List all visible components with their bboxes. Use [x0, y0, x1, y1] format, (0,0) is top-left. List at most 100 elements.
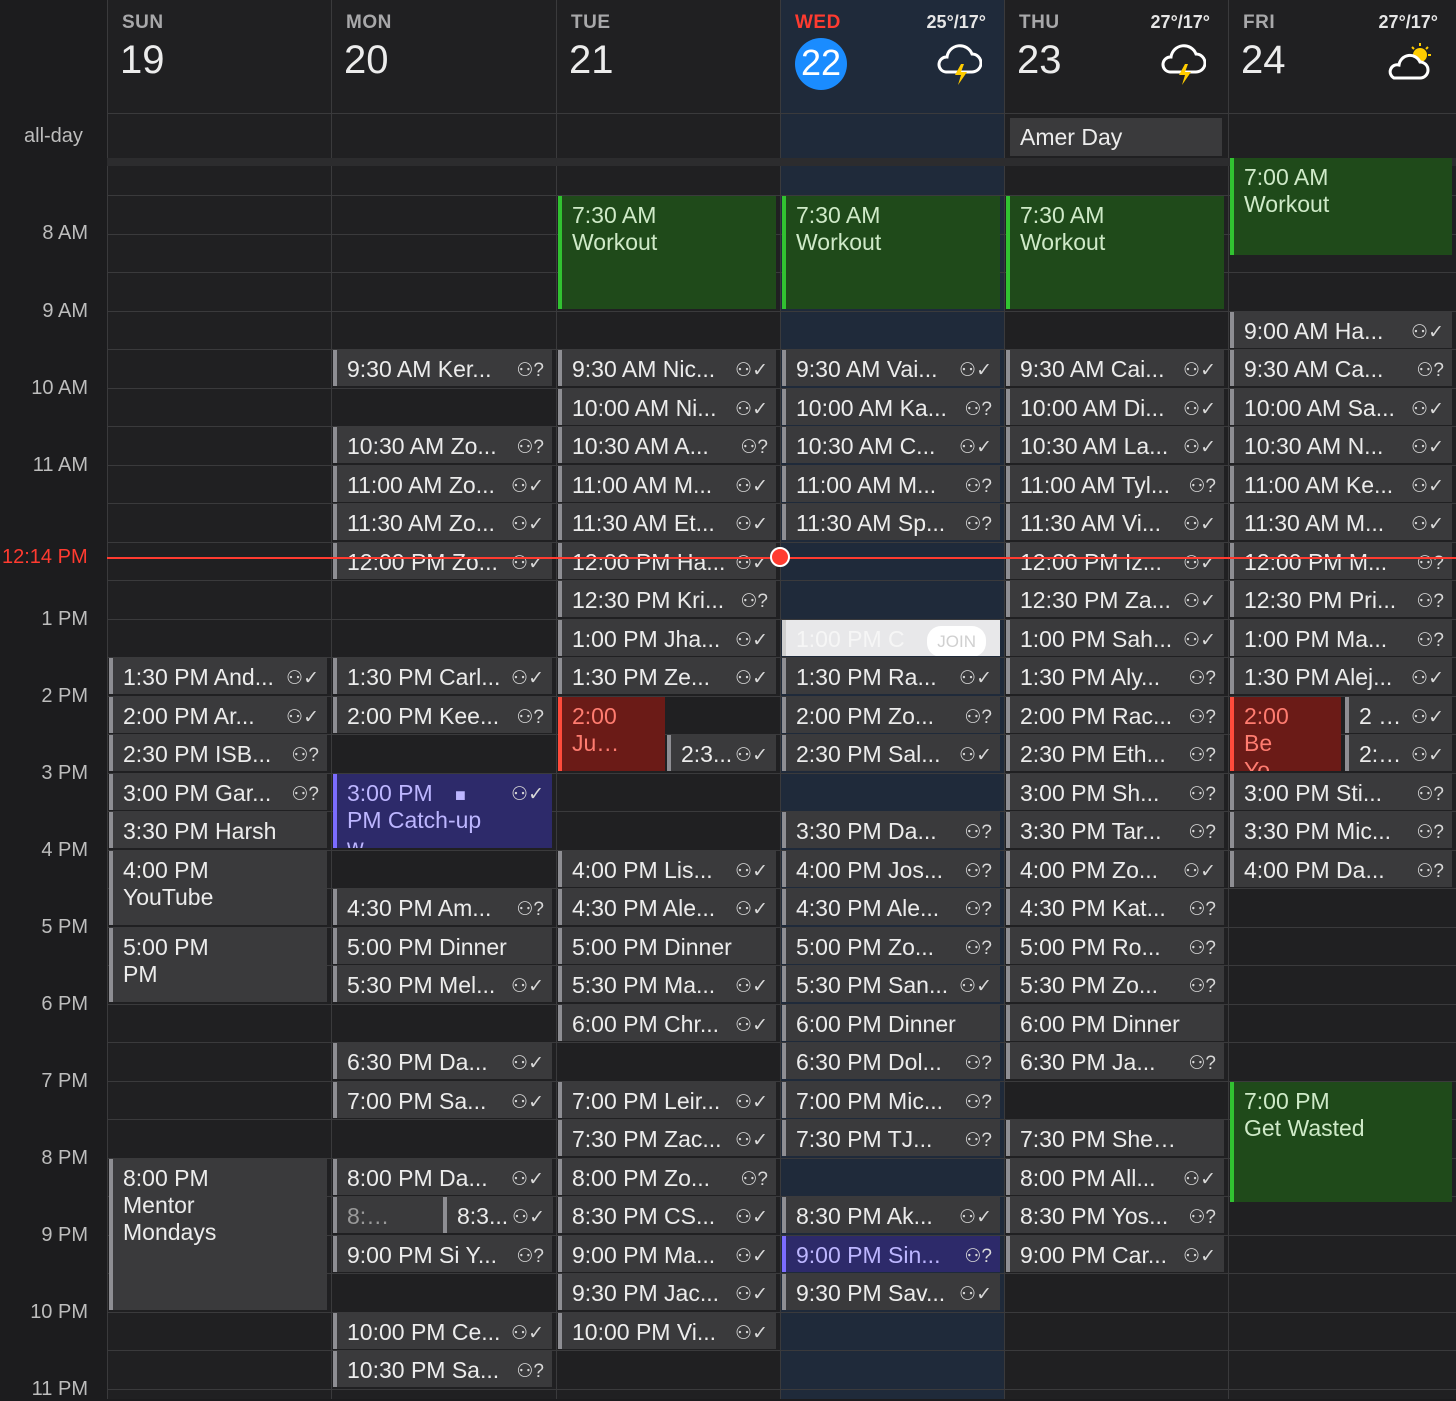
calendar-event[interactable]: 3:30 PM Tar... ⚇? — [1006, 812, 1224, 848]
calendar-event[interactable]: 10:00 PM Vi... ⚇✓ — [558, 1313, 776, 1349]
calendar-event[interactable]: 11:30 AM Sp... ⚇? — [782, 504, 1000, 540]
calendar-event[interactable]: 12:00 PM M... ⚇? — [1230, 543, 1452, 579]
calendar-event[interactable]: 8:30 PM CS... ⚇✓ — [558, 1197, 776, 1233]
calendar-event[interactable]: 9:30 AM Cai... ⚇✓ — [1006, 350, 1224, 386]
calendar-event[interactable]: 7:30 PM Zac... ⚇✓ — [558, 1120, 776, 1156]
calendar-event[interactable]: 5:30 PM Zo... ⚇? — [1006, 966, 1224, 1002]
calendar-event[interactable]: 7:00 PM Mic... ⚇? — [782, 1082, 1000, 1118]
calendar-event[interactable]: 8:30 PM Yos... ⚇? — [1006, 1197, 1224, 1233]
calendar-event[interactable]: 2:30 PM Sal... ⚇✓ — [782, 735, 1000, 771]
calendar-event[interactable]: 5:30 PM Ma... ⚇✓ — [558, 966, 776, 1002]
calendar-event[interactable]: 10:00 AM Ka... ⚇? — [782, 389, 1000, 425]
calendar-event[interactable]: 8:30... — [333, 1197, 443, 1233]
calendar-event[interactable]: 9:30 AM Nic... ⚇✓ — [558, 350, 776, 386]
calendar-event[interactable]: 2:30 PM ISB... ⚇? — [109, 735, 327, 771]
calendar-event[interactable]: 11:00 AM Ke... ⚇✓ — [1230, 466, 1452, 502]
calendar-event[interactable]: 1:30 PM And... ⚇✓ — [109, 658, 327, 694]
calendar-event[interactable]: 6:00 PM Dinner — [782, 1005, 1000, 1041]
calendar-event[interactable]: 3:00 PM PM Catch-up w... ■ ⚇✓ — [333, 774, 552, 848]
calendar-event[interactable]: 6:00 PM Chr... ⚇✓ — [558, 1005, 776, 1041]
calendar-event[interactable]: 11:30 AM Zo... ⚇✓ — [333, 504, 552, 540]
calendar-event[interactable]: 11:30 AM M... ⚇✓ — [1230, 504, 1452, 540]
calendar-event[interactable]: 3:00 PM Sh... ⚇? — [1006, 774, 1224, 810]
day-number[interactable]: 24 — [1241, 38, 1286, 82]
calendar-event[interactable]: 7:30 AM Workout — [782, 196, 1000, 309]
calendar-event[interactable]: 4:30 PM Kat... ⚇? — [1006, 889, 1224, 925]
calendar-event[interactable]: 9:00 AM Ha... ⚇✓ — [1230, 312, 1452, 348]
calendar-event[interactable]: 2:00 PM Ar... ⚇✓ — [109, 697, 327, 733]
calendar-event[interactable]: 10:30 AM A... ⚇? — [558, 427, 776, 463]
calendar-event[interactable]: 8:00 PM All... ⚇✓ — [1006, 1159, 1224, 1195]
calendar-event[interactable]: 6:30 PM Ja... ⚇? — [1006, 1043, 1224, 1079]
calendar-event[interactable]: 1:00 PM Jha... ⚇✓ — [558, 620, 776, 656]
calendar-event[interactable]: 6:00 PM Dinner — [1006, 1005, 1224, 1041]
calendar-event[interactable]: 11:00 AM Zo... ⚇✓ — [333, 466, 552, 502]
calendar-event[interactable]: 2:3... ⚇✓ — [1345, 735, 1452, 771]
calendar-event[interactable]: 1:00 PM C JOIN — [782, 620, 1000, 656]
calendar-event[interactable]: 4:30 PM Ale... ⚇✓ — [558, 889, 776, 925]
calendar-event[interactable]: 3:00 PM Gar... ⚇? — [109, 774, 327, 810]
today-date-badge[interactable]: 22 — [795, 38, 847, 90]
calendar-event[interactable]: 1:00 PM Ma... ⚇? — [1230, 620, 1452, 656]
calendar-event[interactable]: 10:00 AM Ni... ⚇✓ — [558, 389, 776, 425]
calendar-event[interactable]: 12:00 PM Zo... ⚇✓ — [333, 543, 552, 579]
calendar-event[interactable]: 9:00 PM Si Y... ⚇? — [333, 1236, 552, 1272]
calendar-event[interactable]: 1:30 PM Ra... ⚇✓ — [782, 658, 1000, 694]
calendar-event[interactable]: 11:00 AM M... ⚇✓ — [558, 466, 776, 502]
calendar-event[interactable]: 1:30 PM Ze... ⚇✓ — [558, 658, 776, 694]
calendar-event[interactable]: 8:00 PM Zo... ⚇? — [558, 1159, 776, 1195]
calendar-event[interactable]: 4:00 PM Lis... ⚇✓ — [558, 851, 776, 887]
calendar-event[interactable]: 5:30 PM Mel... ⚇✓ — [333, 966, 552, 1002]
calendar-event[interactable]: 9:00 PM Ma... ⚇✓ — [558, 1236, 776, 1272]
calendar-event[interactable]: 10:00 AM Di... ⚇✓ — [1006, 389, 1224, 425]
calendar-event[interactable]: 10:30 AM N... ⚇✓ — [1230, 427, 1452, 463]
calendar-event[interactable]: 1:30 PM Carl... ⚇✓ — [333, 658, 552, 694]
calendar-event[interactable]: 4:30 PM Am... ⚇? — [333, 889, 552, 925]
calendar-event[interactable]: 2:00 PM Rac... ⚇? — [1006, 697, 1224, 733]
calendar-event[interactable]: 3:30 PM Harsh — [109, 812, 327, 848]
calendar-event[interactable]: 3:30 PM Mic... ⚇? — [1230, 812, 1452, 848]
calendar-event[interactable]: 9:00 PM Car... ⚇✓ — [1006, 1236, 1224, 1272]
calendar-event[interactable]: 6:30 PM Da... ⚇✓ — [333, 1043, 552, 1079]
calendar-event[interactable]: 9:30 AM Ker... ⚇? — [333, 350, 552, 386]
calendar-event[interactable]: 8:00 PM Mentor Mondays — [109, 1159, 327, 1310]
calendar-event[interactable]: 1:00 PM Sah... ⚇✓ — [1006, 620, 1224, 656]
calendar-event[interactable]: 7:00 PM Sa... ⚇✓ — [333, 1082, 552, 1118]
calendar-event[interactable]: 7:30 PM Sherja... — [1006, 1120, 1224, 1156]
calendar-event[interactable]: 9:30 PM Jac... ⚇✓ — [558, 1274, 776, 1310]
calendar-event[interactable]: 10:30 AM C... ⚇✓ — [782, 427, 1000, 463]
calendar-event[interactable]: 2:00 PM Kee... ⚇? — [333, 697, 552, 733]
day-number[interactable]: 19 — [120, 38, 165, 82]
calendar-event[interactable]: 10:30 PM Sa... ⚇? — [333, 1351, 552, 1387]
calendar-event[interactable]: 7:30 AM Workout — [1006, 196, 1224, 309]
calendar-event[interactable]: 3:30 PM Da... ⚇? — [782, 812, 1000, 848]
calendar-event[interactable]: 1:30 PM Alej... ⚇✓ — [1230, 658, 1452, 694]
calendar-event[interactable]: 10:00 AM Sa... ⚇✓ — [1230, 389, 1452, 425]
calendar-event[interactable]: 2 PM ⚇✓ — [1345, 697, 1452, 733]
calendar-event[interactable]: 11:30 AM Et... ⚇✓ — [558, 504, 776, 540]
calendar-event[interactable]: 5:30 PM San... ⚇✓ — [782, 966, 1000, 1002]
calendar-event[interactable]: 7:30 AM Workout — [558, 196, 776, 309]
calendar-event[interactable]: 2:00 PM Zo... ⚇? — [782, 697, 1000, 733]
calendar-event[interactable]: 9:30 AM Ca... ⚇? — [1230, 350, 1452, 386]
calendar-event[interactable]: 4:30 PM Ale... ⚇? — [782, 889, 1000, 925]
calendar-event[interactable]: 8:00 PM Da... ⚇✓ — [333, 1159, 552, 1195]
calendar-event[interactable]: 12:30 PM Za... ⚇✓ — [1006, 581, 1224, 617]
calendar-event[interactable]: 4:00 PM Jos... ⚇? — [782, 851, 1000, 887]
calendar-event[interactable]: 7:00 PM Leir... ⚇✓ — [558, 1082, 776, 1118]
calendar-event[interactable]: 2:3... ⚇✓ — [667, 735, 776, 771]
calendar-event[interactable]: 12:00 PM Ha... ⚇✓ — [558, 543, 776, 579]
calendar-event[interactable]: 11:00 AM M... ⚇? — [782, 466, 1000, 502]
calendar-event[interactable]: 6:30 PM Dol... ⚇? — [782, 1043, 1000, 1079]
calendar-event[interactable]: 9:30 AM Vai... ⚇✓ — [782, 350, 1000, 386]
calendar-event[interactable]: 9:00 PM Sin... ⚇? — [782, 1236, 1000, 1272]
calendar-event[interactable]: 5:00 PM Ro... ⚇? — [1006, 928, 1224, 964]
day-number[interactable]: 20 — [344, 38, 389, 82]
calendar-event[interactable]: 7:00 PM Get Wasted — [1230, 1082, 1452, 1202]
calendar-event[interactable]: 8:3... ⚇✓ — [443, 1197, 553, 1233]
day-number[interactable]: 23 — [1017, 38, 1062, 82]
calendar-event[interactable]: 11:30 AM Vi... ⚇✓ — [1006, 504, 1224, 540]
calendar-event[interactable]: 2:00 Be Yo... — [1230, 697, 1341, 771]
calendar-event[interactable]: 4:00 PM Da... ⚇? — [1230, 851, 1452, 887]
calendar-event[interactable]: 4:00 PM Zo... ⚇✓ — [1006, 851, 1224, 887]
